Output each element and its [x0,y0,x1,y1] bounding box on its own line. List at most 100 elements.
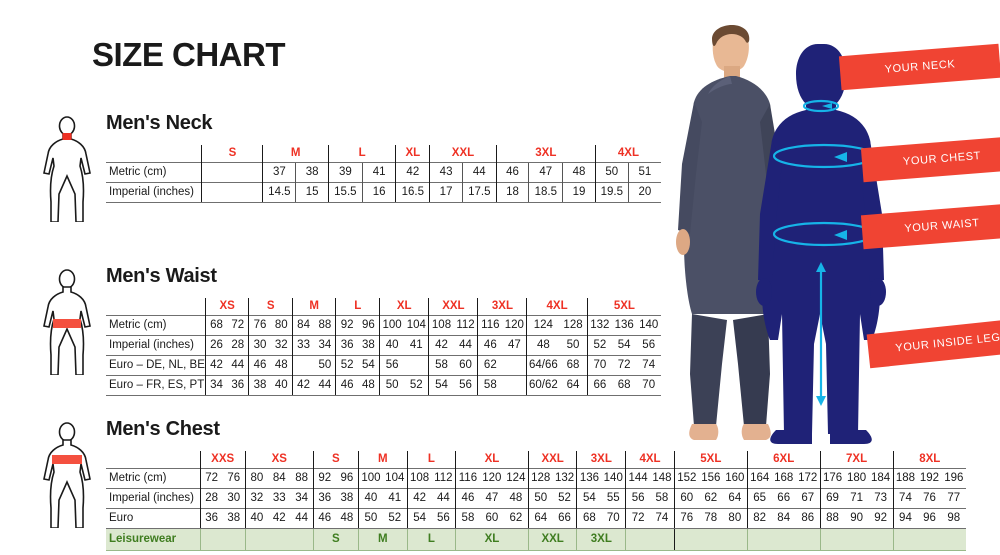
cell: 72 [611,355,637,376]
banner-label: YOUR CHEST [902,149,982,169]
cell: 56 [453,375,478,396]
body-waist-icon [36,269,98,376]
cell: 120 [502,315,527,336]
cell: 54 [357,355,380,376]
cell: 65 [746,488,772,509]
table-row: Metric (cm) 72 76 80 84 88 92 96 100 104 108 112 116… [106,468,966,489]
chest-size-XXS: XXS [199,451,246,469]
chest-size-8XL: 8XL [892,451,966,469]
cell: 44 [453,335,478,356]
cell: 184 [868,468,894,489]
banner-label: YOUR NECK [884,58,956,76]
cell: 44 [431,488,456,509]
table-row: Euro – DE, NL, BE 42 44 46 48 50 52 54 5… [106,355,661,376]
cell: 98 [941,508,966,529]
cell: 64 [722,488,748,509]
cell: 70 [601,508,626,529]
cell: 40 [357,488,383,509]
cell: 43 [429,162,463,183]
cell: 41 [404,335,429,356]
cell: 76 [222,468,246,489]
blue-body-silhouette [756,44,886,444]
section-mens-waist: Men's Waist XS S M L XL XXL [36,265,661,396]
cell: 46 [312,508,336,529]
cell: 48 [562,162,596,183]
cell: 84 [291,315,315,336]
cell: 64 [559,375,588,396]
cell: 52 [335,355,358,376]
cell: 52 [382,508,408,529]
cell: 54 [428,375,454,396]
cell: 69 [819,488,845,509]
leisurewear-row: Leisurewear S M L XL XXL 3XL [106,528,966,551]
cell: 74 [636,355,661,376]
cell: 80 [722,508,748,529]
neck-size-table: S M L XL XXL 3XL 4XL Metric (cm) 37 38 3… [106,145,661,203]
neck-size-L: L [327,145,396,163]
body-chest-icon [36,422,98,529]
chest-size-table: XXS XS S M L XL XXL 3XL 4XL 5XL 6XL 7XL … [106,451,966,551]
cell: 48 [526,335,560,356]
cell: 38 [335,488,359,509]
cell: 72 [625,508,651,529]
waist-size-table: XS S M L XL XXL 3XL 4XL 5XL Metric (cm) … [106,298,661,396]
cell: 96 [357,315,380,336]
cell: 196 [941,468,966,489]
chest-size-header-row: XXS XS S M L XL XXL 3XL 4XL 5XL 6XL 7XL … [106,451,966,469]
cell: 188 [892,468,918,489]
cell: 46 [335,375,358,396]
row-label: Metric (cm) [106,162,202,183]
cell: 88 [314,315,336,336]
cell: 48 [503,488,529,509]
cell: 52 [586,335,612,356]
cell: 76 [248,315,271,336]
cell: 112 [453,315,478,336]
cell: 56 [636,335,661,356]
cell: 52 [404,375,429,396]
cell: 14.5 [262,182,296,203]
cell: 64 [527,508,553,529]
cell: 116 [455,468,480,489]
cell: 68 [611,375,637,396]
waist-size-3XL: 3XL [477,298,527,316]
chest-size-L: L [406,451,456,469]
cell: 66 [771,488,796,509]
cell: 44 [227,355,249,376]
cell: 54 [611,335,637,356]
leisurewear-cell: L [406,528,456,551]
neck-loop-arrow [802,99,840,113]
cell: 30 [222,488,246,509]
cell: 67 [795,488,821,509]
cell: 19 [562,182,596,203]
chest-size-XXL: XXL [527,451,577,469]
cell: 60/62 [526,375,560,396]
cell [502,375,527,396]
cell: 19.5 [594,182,629,203]
cell: 172 [795,468,821,489]
cell: 32 [270,335,293,356]
waist-size-XS: XS [204,298,249,316]
cell: 50 [594,162,629,183]
cell: 132 [552,468,577,489]
neck-size-4XL: 4XL [594,145,661,163]
row-label: Metric (cm) [106,315,206,336]
row-label: Imperial (inches) [106,335,206,356]
table-row: Metric (cm) 68 72 76 80 84 88 92 96 100 … [106,315,661,336]
cell: 37 [262,162,296,183]
cell: 30 [248,335,271,356]
cell: 58 [650,488,675,509]
row-label: Euro [106,508,201,529]
cell: 18 [495,182,529,203]
cell: 148 [650,468,675,489]
cell [502,355,527,376]
cell: 48 [270,355,293,376]
cell: 92 [335,315,358,336]
cell: 66 [552,508,577,529]
cell: 62 [477,355,503,376]
cell: 72 [227,315,249,336]
row-label: Euro – DE, NL, BE [106,355,206,376]
cell: 86 [795,508,821,529]
cell: 34 [314,335,336,356]
leisurewear-cell [244,528,314,551]
